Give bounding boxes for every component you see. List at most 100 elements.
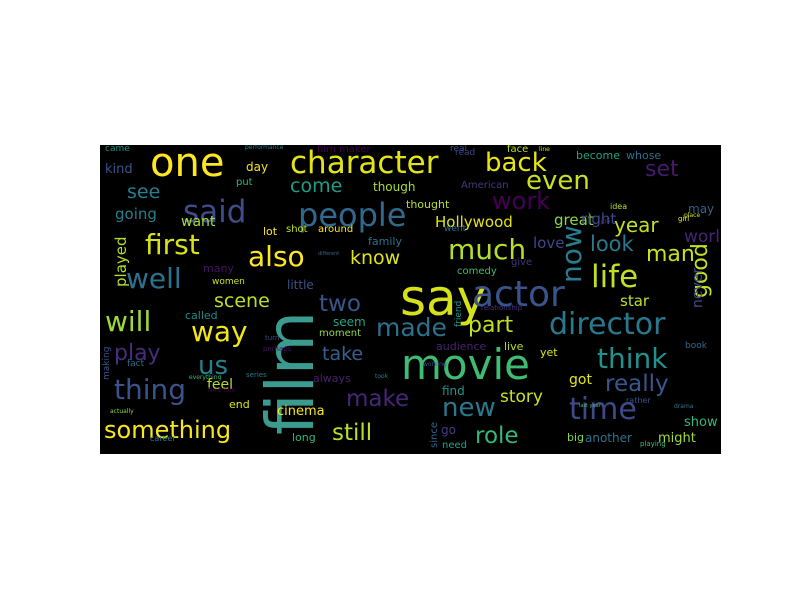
word-set: set (645, 157, 679, 182)
word-everything: everything (189, 374, 222, 381)
word-lot: lot (263, 225, 278, 238)
word-need: need (442, 440, 467, 451)
word-film-maker: film maker (317, 145, 371, 155)
word-new: new (442, 393, 496, 423)
word-came: came (105, 145, 130, 154)
word-seem: seem (333, 315, 366, 329)
word-made: made (376, 313, 447, 342)
word-go: go (441, 423, 456, 437)
word-cloud: film say movie one actor people character said d… (100, 145, 721, 454)
word-around: around (318, 224, 354, 235)
word-performance: performance (245, 145, 284, 151)
word-perhaps: perhaps (263, 345, 292, 353)
word-read: read (455, 148, 476, 158)
word-well: well (126, 262, 182, 295)
word-since: since (429, 422, 440, 448)
word-star: star (620, 292, 650, 310)
word-make: make (346, 386, 410, 412)
word-went: went (444, 224, 467, 234)
word-cinema: cinema (277, 404, 325, 419)
word-put: put (236, 177, 253, 188)
word-way: way (191, 315, 248, 348)
word-job: job (601, 218, 611, 225)
word-also: also (248, 240, 305, 273)
word-something: something (104, 416, 232, 444)
word-movie: movie (401, 340, 530, 389)
word-got: got (569, 372, 592, 388)
word-might: might (658, 431, 696, 446)
word-take: take (322, 343, 364, 365)
word-fact: fact (127, 359, 145, 369)
word-know: know (350, 247, 401, 269)
word-big: big (567, 431, 585, 444)
word-may: may (688, 202, 715, 216)
word-hollywood: Hollywood (435, 213, 513, 231)
word-part: part (468, 313, 514, 338)
word-actually: actually (110, 408, 134, 415)
word-girl: girl (678, 215, 690, 223)
word-little: little (287, 278, 314, 292)
word-face: face (507, 145, 529, 155)
word-world: world (684, 227, 721, 247)
word-really: really (605, 371, 669, 397)
word-played: played (112, 236, 130, 287)
word-place: place (684, 212, 701, 219)
word-give: give (511, 257, 533, 268)
word-actor: actor (472, 274, 565, 315)
word-line: line (539, 146, 550, 153)
word-role: role (475, 423, 519, 449)
word-play: play (114, 341, 161, 366)
word-women: women (212, 277, 245, 287)
word-audience: audience (436, 340, 487, 353)
word-right: right (581, 210, 617, 228)
word-come: come (290, 175, 343, 197)
word-character: character (290, 145, 439, 181)
word-different: different (318, 251, 340, 257)
word-going: going (115, 205, 157, 223)
word-people: people (298, 196, 407, 234)
word-new-york: New York (208, 387, 236, 394)
word-shot: shot (286, 224, 308, 235)
word-playing: playing (640, 440, 666, 448)
word-story: story (500, 387, 543, 407)
word-much: much (448, 233, 527, 266)
word-scene: scene (214, 290, 270, 312)
word-want: want (181, 214, 216, 230)
word-kind: kind (105, 162, 133, 177)
word-work: work (492, 187, 551, 215)
word-series: series (246, 371, 267, 379)
word-year: year (614, 213, 659, 237)
word-yet: yet (540, 346, 558, 359)
word-even: even (526, 166, 590, 196)
word-say: say (400, 269, 487, 327)
word-though: though (373, 180, 416, 194)
word-great: great (554, 211, 594, 229)
word-long: long (292, 431, 316, 444)
word-first: first (145, 228, 200, 261)
word-think: think (597, 342, 668, 375)
word-comedy: comedy (457, 266, 497, 277)
word-drama: drama (674, 403, 694, 410)
word-will: will (105, 305, 152, 338)
word-relationship: relationship (481, 304, 523, 312)
word-called: called (185, 309, 218, 322)
word-live: live (504, 340, 524, 353)
word-idea: idea (610, 202, 628, 211)
word-director: director (549, 307, 666, 342)
word-love: love (533, 234, 565, 252)
word-thought: thought (406, 198, 450, 211)
word-many: many (203, 262, 234, 275)
word-two: two (319, 291, 361, 317)
word-real: real (450, 145, 468, 154)
word-always: always (313, 372, 351, 385)
word-become: become (576, 149, 621, 162)
word-another: another (585, 431, 632, 445)
word-us: us (198, 351, 229, 381)
word-moment: moment (319, 328, 362, 339)
word-rather: rather (626, 396, 651, 405)
word-show: show (684, 415, 718, 430)
word-working: working (423, 361, 447, 368)
word-back: back (485, 148, 547, 178)
word-feel: feel (207, 377, 234, 393)
word-day: day (246, 160, 269, 174)
